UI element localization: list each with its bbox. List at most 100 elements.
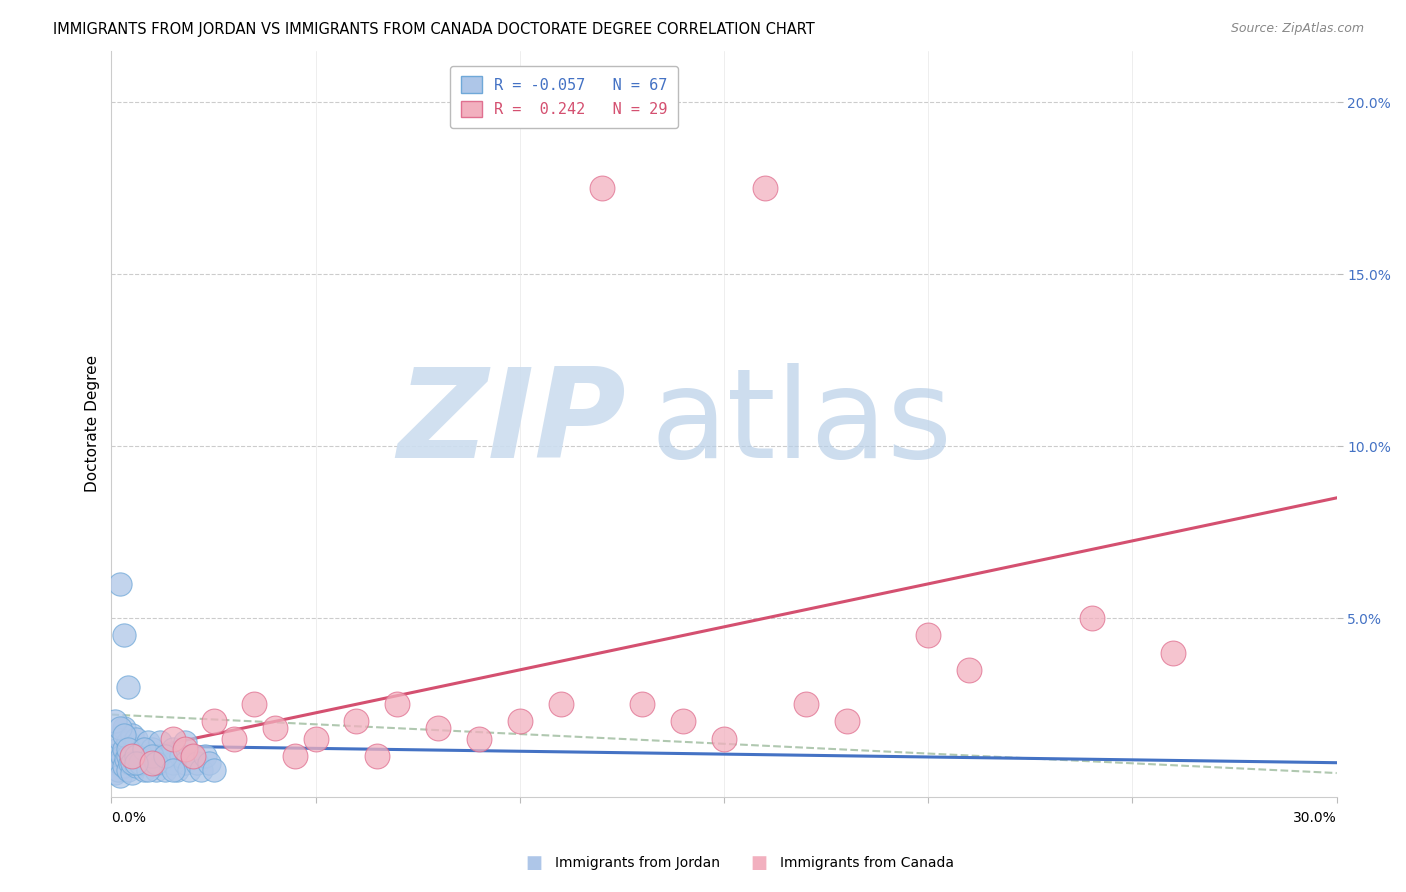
- Point: [917, 628, 939, 642]
- Point: [107, 742, 129, 756]
- Point: [121, 728, 143, 742]
- Point: [162, 763, 184, 777]
- Point: [145, 748, 167, 763]
- Y-axis label: Doctorate Degree: Doctorate Degree: [86, 355, 100, 492]
- Point: [129, 756, 152, 770]
- Point: [194, 748, 217, 763]
- Point: [141, 756, 163, 770]
- Text: ■: ■: [751, 855, 768, 872]
- Point: [754, 181, 776, 195]
- Point: [145, 763, 167, 777]
- Point: [509, 714, 531, 729]
- Point: [141, 748, 163, 763]
- Text: Source: ZipAtlas.com: Source: ZipAtlas.com: [1230, 22, 1364, 36]
- Point: [125, 742, 148, 756]
- Point: [149, 756, 172, 770]
- Point: [125, 759, 148, 773]
- Point: [153, 748, 176, 763]
- Point: [145, 756, 167, 770]
- Point: [162, 731, 184, 746]
- Point: [117, 763, 139, 777]
- Point: [129, 748, 152, 763]
- Point: [174, 735, 197, 749]
- Point: [957, 663, 980, 677]
- Point: [174, 742, 197, 756]
- Point: [263, 722, 285, 736]
- Point: [672, 714, 695, 729]
- Text: ■: ■: [526, 855, 543, 872]
- Point: [112, 722, 135, 736]
- Point: [427, 722, 450, 736]
- Point: [112, 759, 135, 773]
- Point: [132, 742, 155, 756]
- Text: ZIP: ZIP: [398, 363, 626, 484]
- Point: [136, 735, 159, 749]
- Point: [118, 756, 141, 770]
- Point: [1163, 646, 1185, 660]
- Point: [132, 763, 155, 777]
- Point: [103, 756, 125, 770]
- Point: [794, 698, 817, 712]
- Point: [121, 748, 143, 763]
- Point: [141, 756, 163, 770]
- Point: [1080, 611, 1102, 625]
- Point: [108, 756, 131, 770]
- Point: [243, 698, 266, 712]
- Point: [121, 748, 143, 763]
- Text: 0.0%: 0.0%: [111, 811, 146, 824]
- Point: [141, 742, 163, 756]
- Point: [550, 698, 572, 712]
- Text: atlas: atlas: [651, 363, 953, 484]
- Point: [136, 748, 159, 763]
- Point: [114, 752, 136, 766]
- Point: [181, 748, 204, 763]
- Point: [149, 735, 172, 749]
- Point: [157, 748, 180, 763]
- Point: [104, 748, 127, 763]
- Point: [121, 766, 143, 780]
- Point: [117, 735, 139, 749]
- Point: [117, 680, 139, 694]
- Text: Immigrants from Jordan: Immigrants from Jordan: [555, 856, 720, 871]
- Point: [112, 628, 135, 642]
- Point: [284, 748, 307, 763]
- Point: [177, 763, 200, 777]
- Legend: R = -0.057   N = 67, R =  0.242   N = 29: R = -0.057 N = 67, R = 0.242 N = 29: [450, 66, 678, 128]
- Point: [129, 756, 152, 770]
- Point: [222, 731, 245, 746]
- Point: [713, 731, 735, 746]
- Point: [835, 714, 858, 729]
- Point: [162, 756, 184, 770]
- Point: [170, 748, 193, 763]
- Point: [121, 756, 143, 770]
- Point: [108, 577, 131, 591]
- Point: [117, 748, 139, 763]
- Point: [125, 748, 148, 763]
- Text: IMMIGRANTS FROM JORDAN VS IMMIGRANTS FROM CANADA DOCTORATE DEGREE CORRELATION CH: IMMIGRANTS FROM JORDAN VS IMMIGRANTS FRO…: [53, 22, 815, 37]
- Point: [111, 748, 134, 763]
- Point: [468, 731, 491, 746]
- Point: [202, 714, 225, 729]
- Point: [591, 181, 613, 195]
- Point: [304, 731, 326, 746]
- Point: [186, 756, 208, 770]
- Point: [162, 742, 184, 756]
- Point: [136, 763, 159, 777]
- Point: [631, 698, 654, 712]
- Point: [112, 742, 135, 756]
- Point: [190, 763, 212, 777]
- Point: [132, 742, 155, 756]
- Point: [174, 756, 197, 770]
- Point: [104, 766, 127, 780]
- Point: [108, 731, 131, 746]
- Point: [107, 763, 129, 777]
- Point: [153, 763, 176, 777]
- Point: [108, 769, 131, 783]
- Point: [166, 763, 188, 777]
- Point: [346, 714, 368, 729]
- Point: [366, 748, 388, 763]
- Point: [104, 714, 127, 729]
- Point: [125, 731, 148, 746]
- Point: [125, 756, 148, 770]
- Point: [108, 722, 131, 736]
